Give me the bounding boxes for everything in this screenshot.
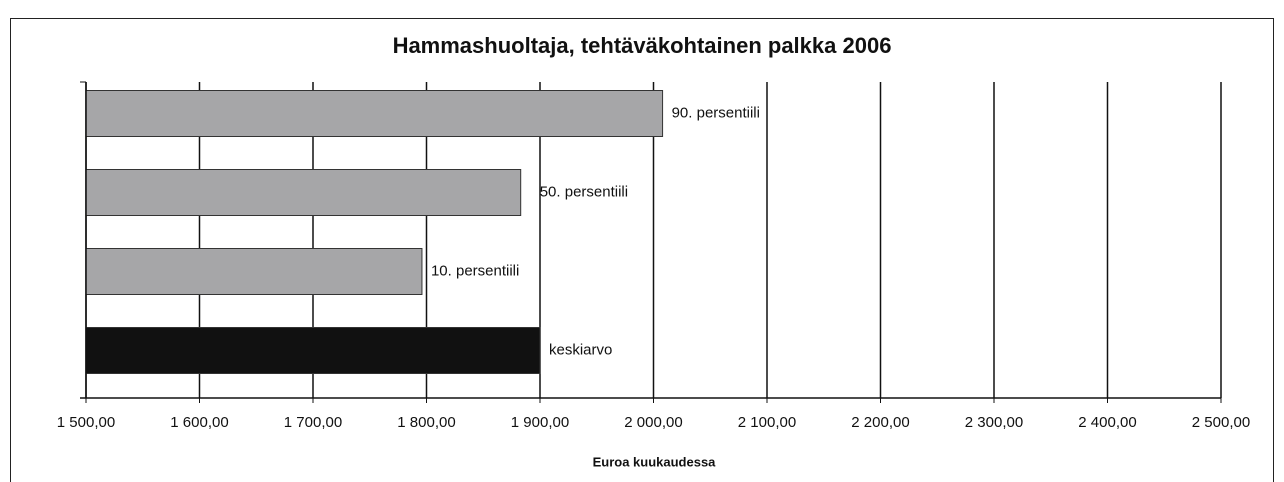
bar bbox=[85, 90, 664, 137]
bar bbox=[85, 248, 423, 295]
x-tick-label: 2 000,00 bbox=[624, 414, 682, 431]
bar-label: 50. persentiili bbox=[540, 183, 628, 200]
x-tick-label: 1 500,00 bbox=[57, 414, 115, 431]
frame bbox=[10, 18, 1274, 482]
x-tick-label: 2 300,00 bbox=[965, 414, 1023, 431]
bar bbox=[85, 169, 522, 216]
x-tick-label: 2 200,00 bbox=[851, 414, 909, 431]
bar-label: 90. persentiili bbox=[672, 104, 760, 121]
x-axis-title: Euroa kuukaudessa bbox=[593, 454, 717, 469]
x-tick-label: 1 800,00 bbox=[397, 414, 455, 431]
bar-label: 10. persentiili bbox=[431, 262, 519, 279]
x-tick-label: 2 400,00 bbox=[1078, 414, 1136, 431]
chart-title: Hammashuoltaja, tehtäväkohtainen palkka … bbox=[393, 33, 892, 58]
x-tick-label: 2 100,00 bbox=[738, 414, 796, 431]
bar-label: keskiarvo bbox=[549, 341, 612, 358]
x-tick-label: 1 900,00 bbox=[511, 414, 569, 431]
bar bbox=[85, 327, 541, 374]
x-tick-label: 1 700,00 bbox=[284, 414, 342, 431]
x-tick-label: 1 600,00 bbox=[170, 414, 228, 431]
x-tick-label: 2 500,00 bbox=[1192, 414, 1250, 431]
